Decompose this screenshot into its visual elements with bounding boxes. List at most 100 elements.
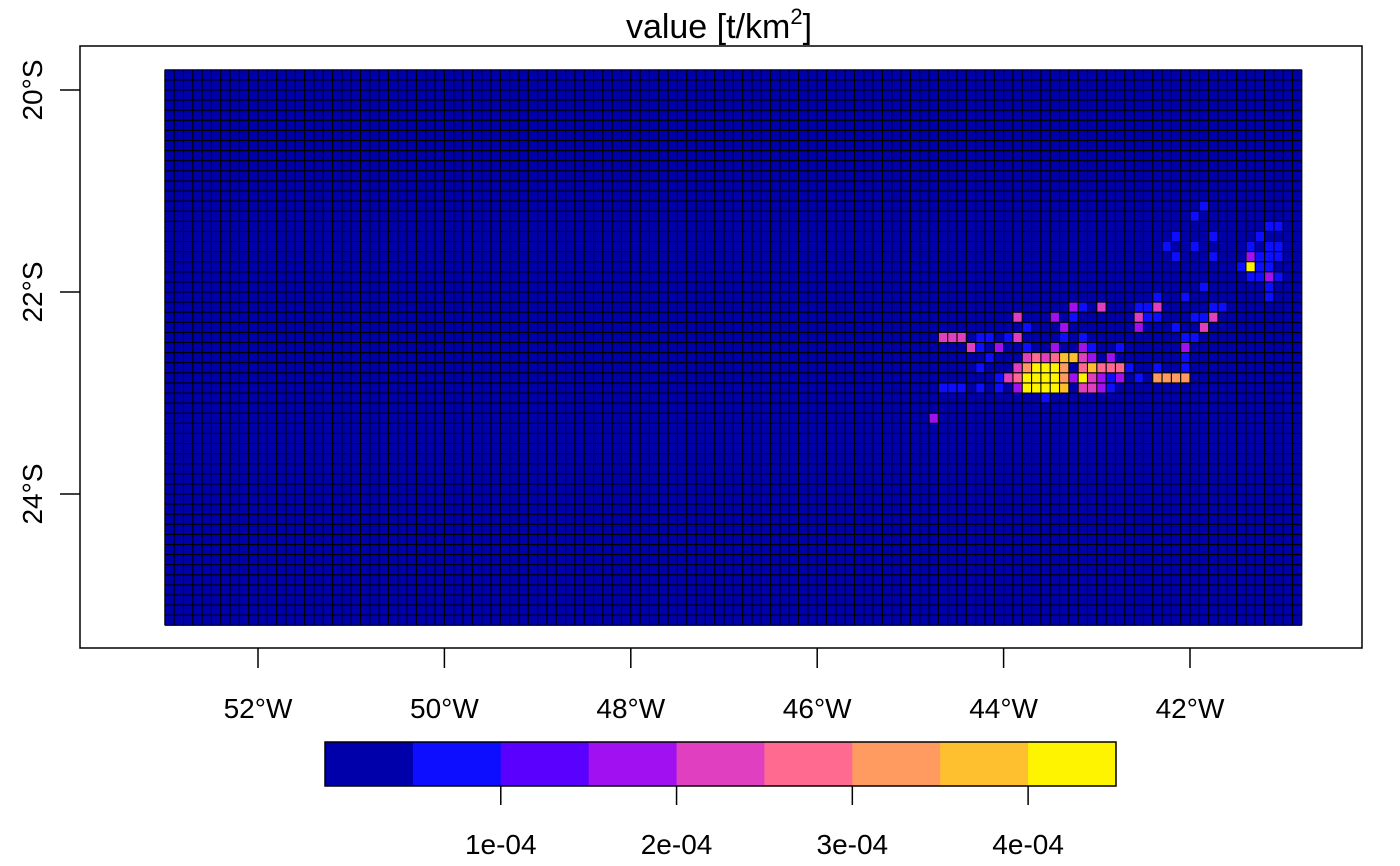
grid-cell xyxy=(1115,342,1125,353)
grid-cell xyxy=(1208,302,1218,313)
grid-cell xyxy=(1255,261,1265,272)
grid-cell xyxy=(1245,241,1256,252)
grid-cell xyxy=(1208,251,1218,262)
grid-cell xyxy=(938,332,948,343)
grid-cell xyxy=(1264,221,1274,232)
grid-cell xyxy=(984,352,995,363)
grid-cell xyxy=(975,332,985,343)
grid-cell xyxy=(1003,332,1013,343)
title-exponent: 2 xyxy=(790,4,802,29)
grid-cell xyxy=(1124,362,1135,373)
grid-cell xyxy=(1078,362,1088,373)
grid-cell xyxy=(1050,312,1060,323)
grid-cell xyxy=(1087,352,1097,363)
grid-cell xyxy=(929,413,939,424)
grid-cell xyxy=(1273,271,1284,282)
grid-cell xyxy=(1078,382,1088,393)
grid-cell xyxy=(1059,332,1069,343)
title-suffix: ] xyxy=(803,8,812,46)
grid-cell xyxy=(1171,322,1181,333)
grid-cell xyxy=(1096,302,1107,313)
grid-cell xyxy=(1106,352,1116,363)
grid-cell xyxy=(1050,382,1060,393)
grid-cell xyxy=(1078,342,1088,353)
grid-cell xyxy=(1059,372,1069,383)
x-tick-label: 42°W xyxy=(1156,693,1225,724)
grid-cell xyxy=(1068,352,1079,363)
grid-cell xyxy=(1115,362,1125,373)
grid-cell xyxy=(1050,362,1060,373)
grid-cell xyxy=(1040,393,1051,404)
grid-cell xyxy=(1264,251,1274,262)
grid-cell xyxy=(1012,372,1023,383)
grid-cell xyxy=(1012,382,1023,393)
grid-cell xyxy=(1040,382,1051,393)
grid-cell xyxy=(1236,261,1246,272)
grid-cell xyxy=(1022,342,1032,353)
legend-tick-label: 1e-04 xyxy=(465,829,537,860)
grid-cell xyxy=(1031,372,1041,383)
grid-cell xyxy=(1264,241,1274,252)
y-tick-label: 24°S xyxy=(17,463,48,524)
grid-cell xyxy=(1264,261,1274,272)
grid-cell xyxy=(1143,302,1153,313)
grid-cell xyxy=(994,342,1004,353)
raster-grid xyxy=(164,69,1303,626)
grid-cell xyxy=(957,332,967,343)
grid-cell xyxy=(1134,322,1144,333)
grid-cell xyxy=(957,382,967,393)
grid-cell xyxy=(1180,352,1190,363)
grid-cell xyxy=(1245,271,1256,282)
map-frame xyxy=(79,45,1363,649)
grid-cell xyxy=(1022,322,1032,333)
grid-cell xyxy=(1208,231,1218,242)
x-tick-label: 44°W xyxy=(969,693,1038,724)
grid-cell xyxy=(1264,281,1274,292)
grid-cell xyxy=(1059,352,1069,363)
grid-cell xyxy=(1152,362,1163,373)
legend-swatch xyxy=(764,742,853,786)
grid-cell xyxy=(1143,312,1153,323)
legend-swatch xyxy=(1028,742,1117,786)
grid-cell xyxy=(1162,241,1172,252)
grid-cell xyxy=(1106,362,1116,373)
legend-tick-label: 4e-04 xyxy=(992,829,1064,860)
grid-cell xyxy=(947,382,957,393)
grid-cell xyxy=(1096,362,1107,373)
grid-cell xyxy=(1152,292,1163,303)
y-tick-label: 22°S xyxy=(17,261,48,322)
grid-cell xyxy=(984,332,995,343)
grid-cell xyxy=(1078,352,1088,363)
grid-cell xyxy=(1050,372,1060,383)
legend-swatch xyxy=(325,742,414,786)
grid-cell xyxy=(1152,372,1163,383)
grid-cell xyxy=(1003,372,1013,383)
grid-cell xyxy=(1190,312,1200,323)
grid-cell xyxy=(1022,352,1032,363)
grid-cell xyxy=(1208,312,1218,323)
legend-swatch xyxy=(852,742,941,786)
grid-cell xyxy=(1190,211,1200,222)
grid-cell xyxy=(1087,362,1097,373)
map-title: value [t/km2] xyxy=(626,4,812,46)
grid-cell xyxy=(1255,271,1265,282)
grid-cell xyxy=(1078,302,1088,313)
grid-cell xyxy=(975,362,985,373)
grid-cell xyxy=(1180,292,1190,303)
grid-cell xyxy=(1180,332,1190,343)
grid-cell xyxy=(1012,312,1023,323)
grid-cell xyxy=(994,372,1004,383)
legend-swatch xyxy=(500,742,590,786)
grid-cell xyxy=(1068,312,1079,323)
x-tick-label: 48°W xyxy=(596,693,665,724)
legend-swatch xyxy=(412,742,502,786)
grid-cell xyxy=(1152,312,1163,323)
x-tick-label: 46°W xyxy=(783,693,852,724)
grid-cell xyxy=(1087,342,1097,353)
cell-borders xyxy=(164,69,1303,626)
grid-cell xyxy=(1031,382,1041,393)
grid-cell xyxy=(1059,382,1069,393)
grid-cell xyxy=(1040,372,1051,383)
grid-cell xyxy=(1217,302,1228,313)
